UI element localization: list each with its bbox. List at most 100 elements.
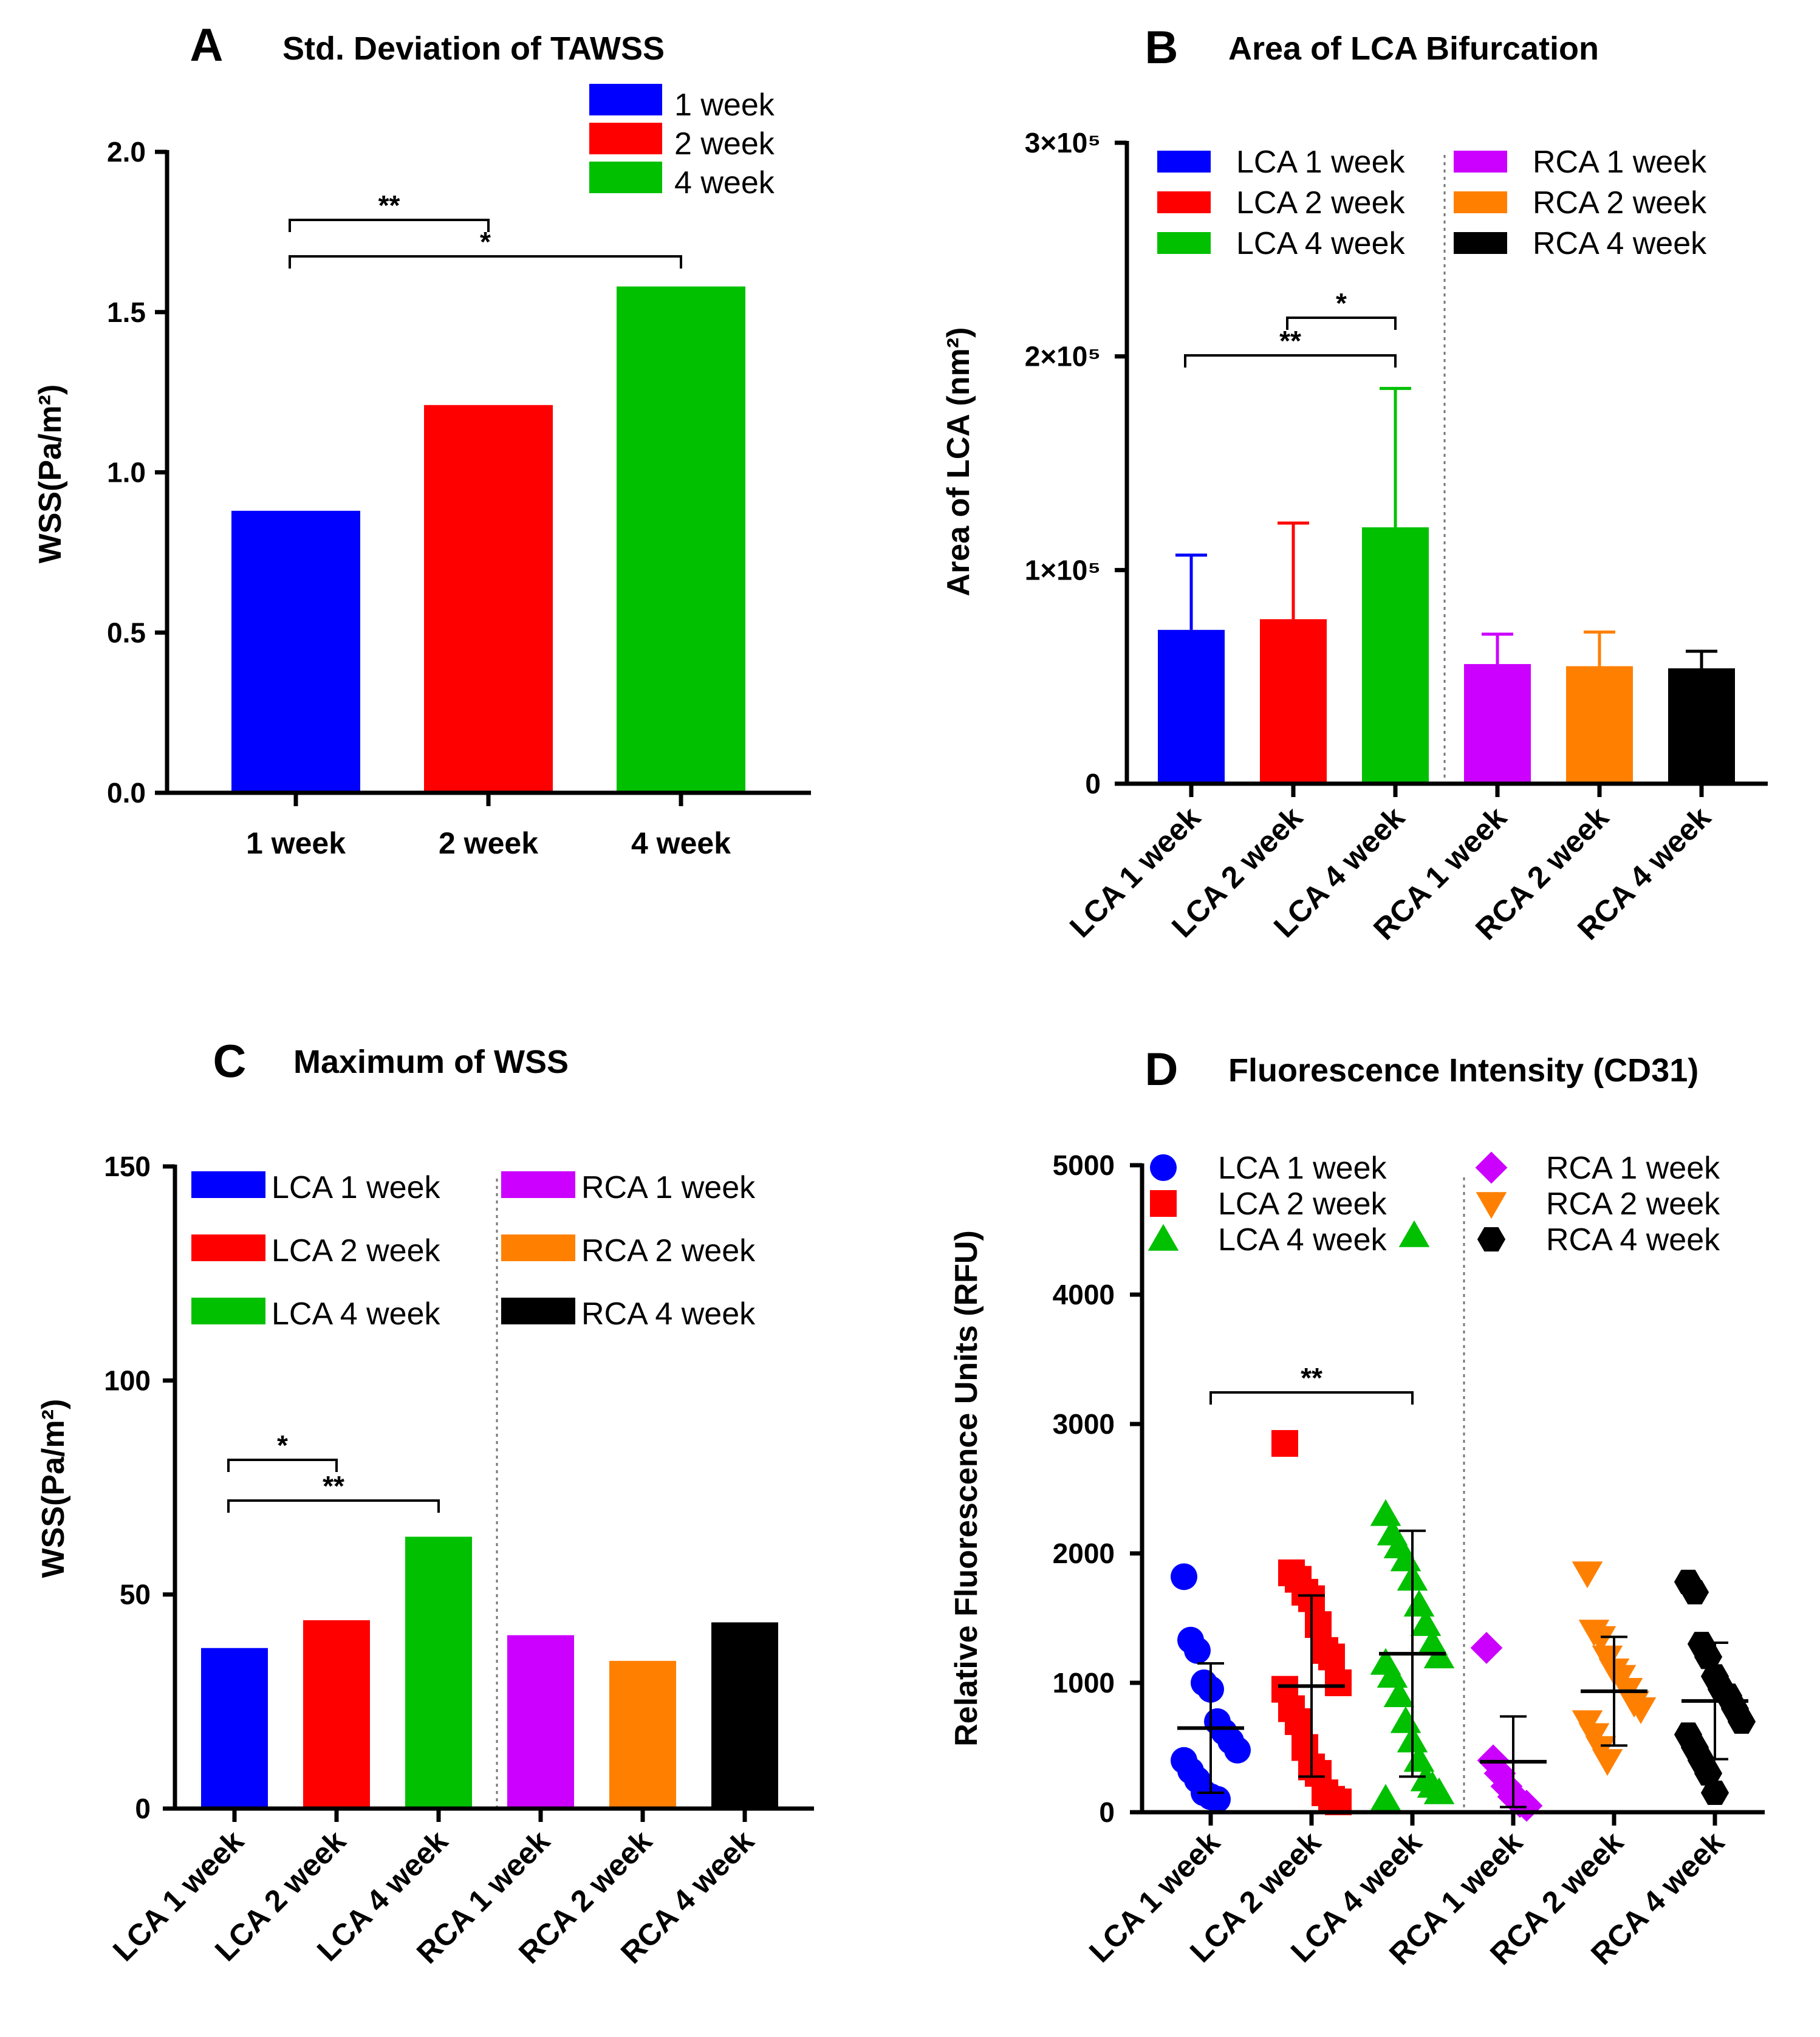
y-tick-label: 2000 (1053, 1538, 1115, 1569)
data-point (1370, 1499, 1401, 1526)
y-axis-label: Relative Fluorescence Units (RFU) (949, 1230, 984, 1747)
y-axis-label: WSS(Pa/m²) (33, 385, 68, 564)
legend-label: 4 week (674, 165, 775, 200)
chart-title: Area of LCA Bifurcation (1228, 30, 1599, 67)
panel-c: C Maximum of WSS WSS(Pa/m²) 0 50 100 150 LCA 1 … (36, 1036, 814, 1970)
y-tick-label: 5000 (1053, 1149, 1115, 1181)
legend-marker (1150, 1190, 1177, 1217)
chart-title: Std. Deviation of TAWSS (282, 30, 665, 67)
bar-1 (201, 1648, 268, 1809)
data-point (1403, 1589, 1435, 1617)
legend-label: RCA 4 week (581, 1296, 756, 1332)
significance-bracket (289, 255, 682, 269)
significance-bracket (227, 1499, 440, 1513)
legend-label: RCA 2 week (1533, 185, 1707, 221)
data-point (1572, 1561, 1603, 1589)
legend-marker (1476, 1192, 1507, 1219)
bar-1 (231, 510, 360, 793)
y-tick-label: 4000 (1053, 1279, 1115, 1310)
bar-3 (617, 286, 745, 793)
data-point (1271, 1429, 1298, 1457)
y-tick-label: 1.5 (107, 296, 146, 328)
significance-bracket (1184, 354, 1397, 368)
legend-label: RCA 2 week (581, 1233, 756, 1268)
legend-label: LCA 1 week (272, 1170, 440, 1205)
panel-a: A Std. Deviation of TAWSS WSS(Pa/m²) 0.0 0.5… (33, 19, 811, 860)
bar-1 (1158, 629, 1225, 784)
legend-swatch (1454, 191, 1507, 213)
legend-swatch (589, 84, 662, 115)
legend-label: LCA 2 week (1218, 1186, 1387, 1222)
bar-3 (1362, 527, 1429, 784)
data-point (1325, 1669, 1352, 1696)
legend-label: RCA 1 week (1546, 1151, 1720, 1186)
bar-2 (303, 1620, 370, 1809)
legend: LCA 1 week LCA 2 week LCA 4 week RCA 1 week… (1157, 145, 1707, 261)
legend-label: LCA 1 week (1236, 145, 1405, 180)
data-point (1184, 1637, 1211, 1664)
x-tick-label: 4 week (631, 826, 731, 860)
legend-label: 1 week (674, 87, 775, 123)
legend-swatch (501, 1171, 575, 1198)
legend-label: LCA 1 week (1218, 1151, 1387, 1186)
data-point (1585, 1626, 1616, 1653)
legend-label: RCA 1 week (581, 1170, 756, 1205)
data-point (1625, 1697, 1657, 1724)
legend-marker (1477, 1227, 1506, 1252)
y-tick-label: 50 (120, 1579, 151, 1611)
significance-label: ** (1301, 1362, 1322, 1394)
x-tick-label: 2 week (439, 826, 538, 860)
significance-bracket (1286, 317, 1397, 330)
legend-swatch (1454, 151, 1507, 173)
legend-label: RCA 4 week (1533, 226, 1707, 261)
y-tick-label: 3×10⁵ (1025, 127, 1101, 159)
panel-letter: D (1145, 1044, 1179, 1095)
significance-label: ** (378, 190, 400, 221)
bar-2 (1260, 619, 1327, 784)
legend-swatch (501, 1298, 575, 1324)
legend-marker (1148, 1224, 1179, 1251)
x-tick-label: 1 week (246, 826, 346, 860)
legend-marker (1475, 1151, 1508, 1184)
legend-label: 2 week (674, 126, 775, 162)
data-point (1694, 1761, 1723, 1786)
bar-6 (1668, 668, 1735, 784)
legend-swatch (589, 162, 662, 193)
y-tick-label: 0.0 (107, 777, 146, 809)
data-point (1680, 1580, 1709, 1604)
significance-label: * (480, 226, 491, 258)
legend-label: LCA 2 week (1236, 185, 1405, 221)
data-point (1171, 1563, 1197, 1590)
data-point (1727, 1709, 1756, 1734)
bar-5 (1566, 666, 1633, 784)
legend-swatch (1157, 232, 1211, 254)
bar-4 (1464, 664, 1531, 784)
y-tick-label: 1×10⁵ (1025, 554, 1101, 586)
y-tick-label: 3000 (1053, 1408, 1115, 1440)
panel-letter: B (1145, 22, 1179, 74)
significance-bracket (1209, 1391, 1414, 1405)
legend-swatch (1157, 191, 1211, 213)
y-tick-label: 0.5 (107, 617, 146, 648)
legend-extra-triangle (1398, 1220, 1430, 1247)
data-point (1285, 1708, 1312, 1735)
legend-swatch (589, 123, 662, 154)
legend-label: RCA 2 week (1546, 1186, 1720, 1222)
legend-marker (1150, 1154, 1177, 1181)
y-tick-label: 0 (135, 1793, 151, 1824)
significance-label: ** (1279, 325, 1301, 357)
panel-b: B Area of LCA Bifurcation Area of LCA (nm²… (941, 22, 1768, 947)
data-point (1204, 1785, 1231, 1813)
panel-letter: C (213, 1036, 247, 1087)
legend-label: RCA 1 week (1533, 145, 1707, 180)
legend-swatch (1454, 232, 1507, 254)
data-point (1318, 1643, 1345, 1671)
data-point (1370, 1784, 1401, 1811)
data-point (1423, 1777, 1455, 1804)
legend: LCA 1 week LCA 2 week LCA 4 week RCA 1 week… (191, 1170, 756, 1332)
y-tick-label: 2×10⁵ (1025, 341, 1101, 372)
y-tick-label: 1000 (1053, 1667, 1115, 1699)
bar-2 (424, 405, 553, 793)
data-point (1383, 1680, 1415, 1707)
significance-label: * (1336, 287, 1347, 319)
